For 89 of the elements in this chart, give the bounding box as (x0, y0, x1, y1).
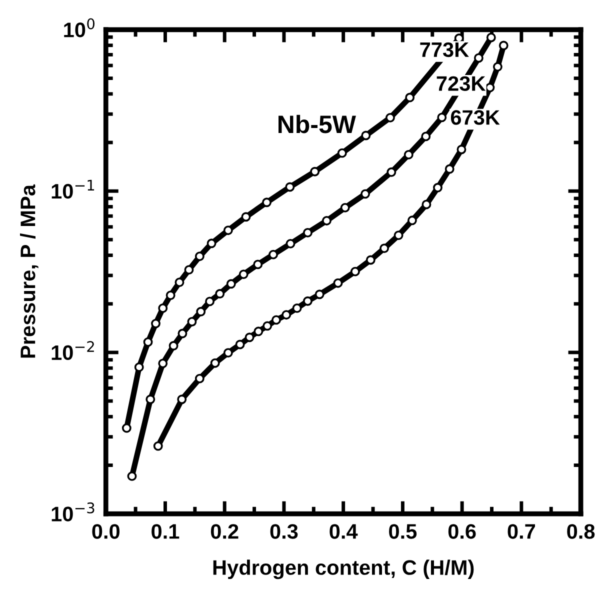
point (268, 250, 278, 260)
point (223, 226, 233, 236)
point (206, 238, 216, 248)
x-tick-label: 0.1 (152, 524, 180, 539)
x-tick-label: 0.7 (508, 524, 535, 539)
point (122, 423, 132, 433)
point (486, 32, 496, 42)
x-tick-label: 0.0 (92, 524, 120, 539)
point (286, 238, 296, 248)
point (444, 164, 454, 174)
point (404, 150, 414, 160)
point (194, 374, 204, 384)
point (394, 230, 404, 240)
point (282, 310, 292, 320)
point (302, 228, 312, 238)
y-axis-title: Pressure, P / MPa (20, 184, 38, 358)
point (386, 167, 396, 177)
point (361, 130, 371, 140)
point (360, 189, 370, 199)
point (158, 358, 168, 368)
point (492, 62, 502, 72)
y-tick-label: 10$^{0}$ (64, 18, 94, 38)
point (238, 270, 248, 280)
point (292, 303, 302, 313)
y-tick-label: 10$^{−2}$ (52, 341, 94, 360)
point (187, 317, 197, 326)
point (314, 290, 324, 300)
point (151, 318, 160, 328)
x-tick-label: 0.5 (389, 524, 417, 539)
point (310, 166, 320, 176)
y-tick-label: 10$^{−1}$ (52, 180, 94, 199)
point (421, 132, 431, 142)
point (456, 144, 466, 154)
x-tick-label: 0.8 (567, 524, 595, 539)
point (210, 358, 220, 368)
point (322, 216, 332, 226)
point (241, 212, 251, 222)
point (168, 341, 178, 350)
point (226, 279, 236, 289)
x-axis-title: Hydrogen content, C (H/M) (213, 560, 474, 580)
annotation: 773K (420, 42, 469, 58)
point (143, 337, 153, 347)
point (262, 198, 272, 208)
y-tick-label: 10$^{−3}$ (52, 502, 94, 522)
point (223, 348, 233, 358)
point (474, 53, 484, 63)
point (405, 92, 415, 102)
point (437, 112, 447, 122)
point (134, 362, 144, 372)
point (194, 252, 204, 262)
point (337, 148, 347, 158)
point (433, 182, 442, 192)
point (177, 394, 187, 404)
point (285, 182, 295, 192)
point (262, 321, 272, 331)
x-tick-label: 0.3 (270, 524, 298, 539)
point (196, 306, 206, 316)
point (380, 244, 390, 254)
point (146, 394, 156, 404)
point (498, 40, 508, 50)
x-tick-label: 0.2 (210, 524, 238, 539)
point (333, 278, 343, 288)
point (302, 296, 312, 306)
x-tick-label: 0.4 (330, 524, 358, 539)
point (366, 255, 376, 265)
point (350, 266, 360, 276)
point (253, 260, 263, 270)
annotation: 673K (450, 110, 500, 125)
point (153, 441, 163, 451)
point (166, 290, 176, 300)
annotation: 723K (436, 76, 486, 91)
annotation: Nb-5W (278, 114, 356, 134)
point (407, 216, 417, 226)
point (340, 202, 350, 212)
x-tick-label: 0.6 (448, 524, 476, 539)
point (485, 82, 495, 92)
point (158, 303, 168, 313)
point (215, 289, 225, 298)
point (205, 296, 214, 306)
point (254, 326, 264, 336)
point (422, 200, 432, 210)
point (174, 278, 184, 288)
point (184, 265, 194, 275)
point (127, 471, 137, 481)
point (178, 328, 188, 338)
point (386, 112, 395, 122)
point (235, 340, 245, 350)
point (244, 332, 254, 342)
point (272, 315, 281, 325)
